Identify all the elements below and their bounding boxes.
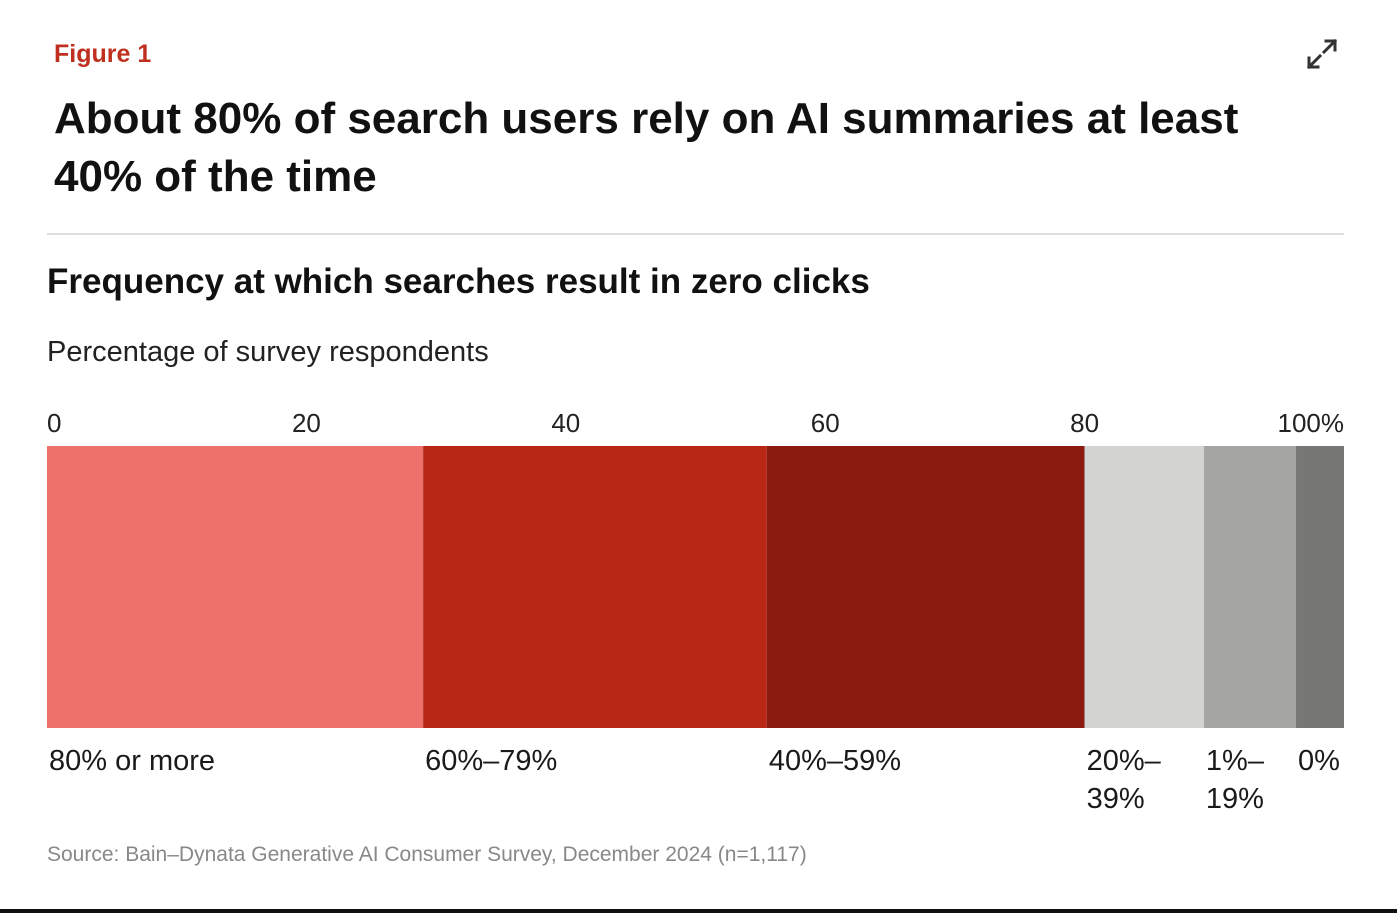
bottom-rule <box>0 909 1397 913</box>
segment-label: 40%–59% <box>769 745 901 777</box>
chart-title: Frequency at which searches result in ze… <box>47 262 870 301</box>
bar-segment <box>1203 446 1297 728</box>
bar-segment <box>1084 446 1204 728</box>
x-tick-label: 100% <box>1278 408 1345 438</box>
segment-label: 20%– 39% <box>1087 745 1162 815</box>
x-tick-label: 40 <box>551 408 580 438</box>
segment-label: 80% or more <box>49 745 215 777</box>
bar-segment <box>423 446 767 728</box>
figure-label: Figure 1 <box>54 40 152 68</box>
expand-icon <box>1306 38 1338 70</box>
chart-subtitle: Percentage of survey respondents <box>47 336 489 368</box>
x-tick-label: 0 <box>47 408 61 438</box>
segment-label: 0% <box>1298 745 1340 777</box>
bar-segment <box>47 446 424 728</box>
stacked-bar-chart: 0 20 40 60 80 100% 80% or more 60%–79% 40%–59% 20… <box>47 408 1345 815</box>
expand-button[interactable] <box>1302 34 1342 74</box>
bar-segment <box>1296 446 1344 728</box>
x-tick-label: 80 <box>1070 408 1099 438</box>
segment-label: 60%–79% <box>425 745 557 777</box>
x-tick-label: 60 <box>811 408 840 438</box>
headline: About 80% of search users rely on AI sum… <box>54 94 1239 201</box>
x-tick-label: 20 <box>292 408 321 438</box>
segment-label: 1%– 19% <box>1206 745 1265 815</box>
bar-segment <box>766 446 1085 728</box>
divider <box>47 233 1344 235</box>
source-note: Source: Bain–Dynata Generative AI Consum… <box>47 843 807 866</box>
